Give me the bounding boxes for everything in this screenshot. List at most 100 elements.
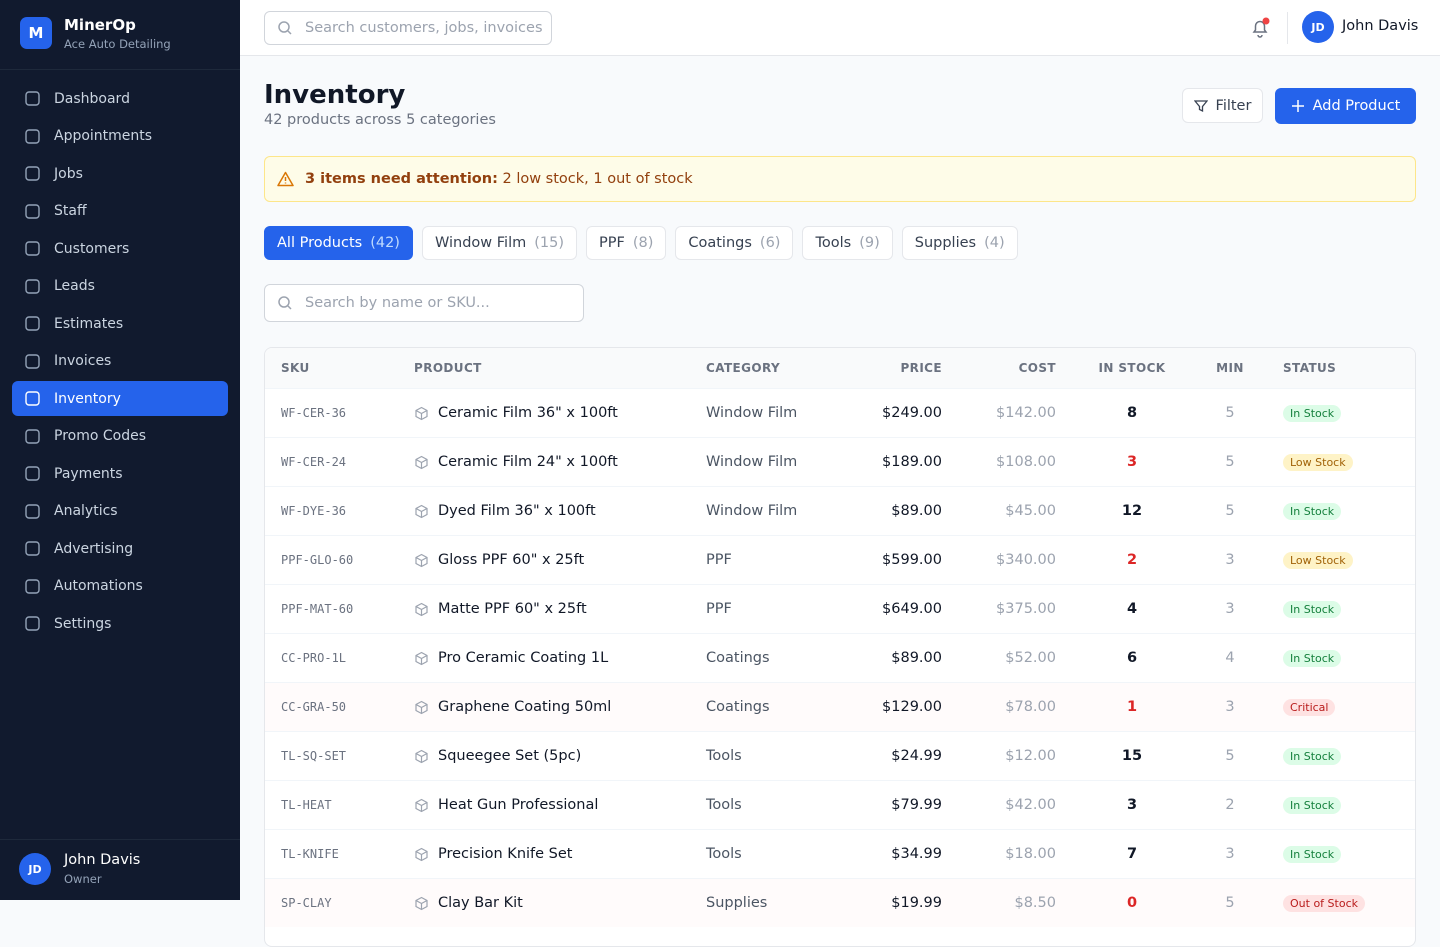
tab[interactable]: PPF (8) <box>585 226 667 260</box>
table-row[interactable]: WF-CER-24 Ceramic Film 24" x 100ft Window … <box>265 437 1415 486</box>
product-icon <box>415 504 428 518</box>
table-row[interactable]: WF-CER-36 Ceramic Film 36" x 100ft Window … <box>265 388 1415 437</box>
cell-status: Critical <box>1283 683 1336 731</box>
tab[interactable]: Tools (9) <box>802 226 893 260</box>
table-row[interactable]: TL-HEAT Heat Gun Professional Tools $79.99 $… <box>265 780 1415 829</box>
status: Critical <box>1283 698 1336 716</box>
inventory-table: SKU PRODUCT CATEGORY PRICE COST IN STOCK MIN ST… <box>264 347 1416 947</box>
cost: $12.00 <box>1005 748 1056 764</box>
nav-item[interactable]: Jobs <box>12 156 228 191</box>
tab[interactable]: Coatings (6) <box>675 226 794 260</box>
nav-item[interactable]: Estimates <box>12 306 228 341</box>
table-row[interactable]: PPF-MAT-60 Matte PPF 60" x 25ft PPF $649.00… <box>265 584 1415 633</box>
cell-product: Ceramic Film 24" x 100ft <box>414 438 618 486</box>
table-row[interactable]: TL-SQ-SET Squeegee Set (5pc) Tools $24.99 $1… <box>265 731 1415 780</box>
global-search[interactable]: Search customers, jobs, invoices <box>264 11 552 45</box>
notifications[interactable] <box>1249 17 1271 39</box>
nav-icon <box>25 278 40 294</box>
cell-sku: WF-DYE-36 <box>281 487 346 535</box>
min: 3 <box>1225 552 1235 568</box>
nav-icon <box>25 616 40 631</box>
filter-label: Filter <box>1215 97 1252 114</box>
category: PPF <box>706 552 732 568</box>
cost: $42.00 <box>1005 797 1056 813</box>
cell-product: Clay Bar Kit <box>414 879 523 927</box>
table-row[interactable]: WF-DYE-36 Dyed Film 36" x 100ft Window Fil… <box>265 486 1415 535</box>
nav-item[interactable]: Dashboard <box>12 81 228 116</box>
cell-min: 2 <box>1190 781 1270 829</box>
avatar[interactable]: JD <box>1302 11 1334 43</box>
add-product-button[interactable]: Add Product <box>1275 88 1416 124</box>
divider <box>0 69 240 70</box>
nav-item[interactable]: Staff <box>12 194 228 229</box>
sku: WF-CER-24 <box>281 455 347 469</box>
cost: $18.00 <box>1005 846 1056 862</box>
price: $89.00 <box>891 650 942 666</box>
sku: PPF-MAT-60 <box>281 602 354 616</box>
table-row[interactable]: TL-KNIFE Precision Knife Set Tools $34.99 $1… <box>265 829 1415 878</box>
filter-button[interactable]: Filter <box>1182 88 1263 123</box>
nav-item[interactable]: Leads <box>12 269 228 304</box>
price: $189.00 <box>882 454 942 470</box>
nav-item[interactable]: Promo Codes <box>12 419 228 454</box>
nav-item[interactable]: Inventory <box>12 381 228 416</box>
cell-sku: TL-KNIFE <box>281 830 339 878</box>
nav-item[interactable]: Advertising <box>12 531 228 566</box>
product-search[interactable]: Search by name or SKU... <box>264 284 584 322</box>
tab[interactable]: All Products (42) <box>264 226 413 260</box>
cell-min: 5 <box>1190 487 1270 535</box>
nav-item[interactable]: Payments <box>12 456 228 491</box>
status: In Stock <box>1283 649 1342 667</box>
nav-icon <box>25 578 40 594</box>
nav-item[interactable]: Appointments <box>12 119 228 154</box>
table-row[interactable]: SP-CLAY Clay Bar Kit Supplies $19.99 $8.50 0 5… <box>265 878 1415 927</box>
search-placeholder: Search customers, jobs, invoices <box>305 20 543 36</box>
product-icon <box>415 602 428 616</box>
stock: 3 <box>1126 797 1138 813</box>
category: Tools <box>706 846 742 862</box>
sku: TL-KNIFE <box>281 847 339 861</box>
warning-icon <box>277 171 294 187</box>
cell-cost: $108.00 <box>996 438 1056 486</box>
nav-item[interactable]: Analytics <box>12 494 228 529</box>
cell-category: Tools <box>706 781 742 829</box>
cell-status: In Stock <box>1283 585 1342 633</box>
cell-status: Low Stock <box>1283 536 1353 584</box>
sku: CC-PRO-1L <box>281 651 347 665</box>
table-row[interactable]: PPF-GLO-60 Gloss PPF 60" x 25ft PPF $599.00… <box>265 535 1415 584</box>
brand-name: MinerOp <box>64 16 136 34</box>
page-title: Inventory <box>264 80 406 110</box>
nav-item[interactable]: Automations <box>12 569 228 604</box>
nav-label: Payments <box>54 465 123 482</box>
cost: $52.00 <box>1005 650 1056 666</box>
table-row[interactable]: CC-GRA-50 Graphene Coating 50ml Coatings $1… <box>265 682 1415 731</box>
search-placeholder: Search by name or SKU... <box>305 295 490 311</box>
cell-cost: $78.00 <box>1005 683 1056 731</box>
product-icon <box>415 553 428 567</box>
cell-sku: PPF-GLO-60 <box>281 536 353 584</box>
avatar[interactable]: JD <box>19 853 51 885</box>
table-row[interactable]: CC-PRO-1L Pro Ceramic Coating 1L Coatings $… <box>265 633 1415 682</box>
tab[interactable]: Window Film (15) <box>421 226 577 260</box>
cell-cost: $142.00 <box>996 389 1056 437</box>
tab-label: Supplies <box>914 235 977 251</box>
price: $89.00 <box>891 503 942 519</box>
tab[interactable]: Supplies (4) <box>901 226 1018 260</box>
cost: $375.00 <box>996 601 1056 617</box>
category: Window Film <box>706 454 798 470</box>
price: $24.99 <box>891 748 942 764</box>
cell-price: $649.00 <box>882 585 942 633</box>
nav-label: Invoices <box>54 353 112 369</box>
cell-cost: $8.50 <box>1014 879 1056 927</box>
stock: 0 <box>1126 895 1138 911</box>
user-name: John Davis <box>1342 18 1419 34</box>
nav-item[interactable]: Settings <box>12 606 228 641</box>
nav-label: Settings <box>54 615 112 632</box>
tab-label: Tools <box>815 235 852 251</box>
nav-item[interactable]: Invoices <box>12 344 228 379</box>
cell-price: $34.99 <box>891 830 942 878</box>
cell-product: Precision Knife Set <box>414 830 572 878</box>
stock: 15 <box>1121 748 1143 764</box>
nav-icon <box>25 503 40 519</box>
nav-item[interactable]: Customers <box>12 231 228 266</box>
